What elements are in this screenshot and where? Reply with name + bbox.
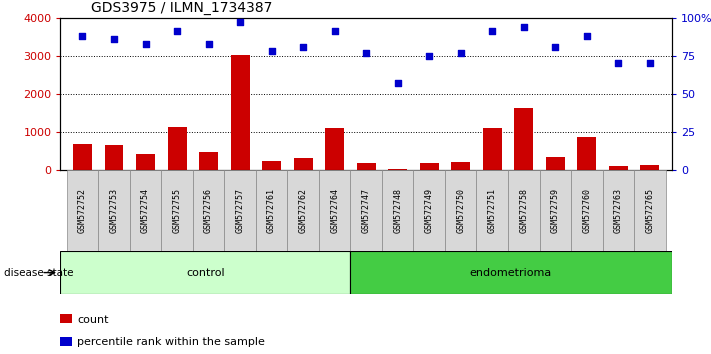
Text: percentile rank within the sample: percentile rank within the sample bbox=[77, 337, 265, 347]
Text: GSM572762: GSM572762 bbox=[299, 188, 308, 233]
Bar bbox=[508, 170, 540, 251]
Bar bbox=[73, 144, 92, 170]
Text: GSM572760: GSM572760 bbox=[582, 188, 592, 233]
Point bbox=[424, 53, 435, 58]
Bar bbox=[130, 170, 161, 251]
Bar bbox=[60, 251, 350, 294]
Bar bbox=[351, 170, 382, 251]
Point bbox=[171, 29, 183, 34]
Bar bbox=[161, 170, 193, 251]
Text: GSM572764: GSM572764 bbox=[330, 188, 339, 233]
Bar bbox=[483, 128, 502, 170]
Point bbox=[550, 44, 561, 50]
Bar bbox=[357, 163, 375, 170]
Bar bbox=[546, 157, 565, 170]
Bar bbox=[136, 154, 155, 170]
Bar bbox=[382, 170, 413, 251]
Point bbox=[581, 33, 592, 39]
Bar bbox=[602, 170, 634, 251]
Bar bbox=[350, 251, 672, 294]
Bar bbox=[105, 145, 124, 170]
Bar bbox=[294, 158, 313, 170]
Point bbox=[486, 29, 498, 34]
Bar bbox=[325, 128, 344, 170]
Point bbox=[329, 29, 341, 34]
Text: control: control bbox=[186, 268, 225, 278]
Bar bbox=[571, 170, 602, 251]
Point bbox=[613, 61, 624, 66]
Text: GSM572748: GSM572748 bbox=[393, 188, 402, 233]
Text: GSM572747: GSM572747 bbox=[362, 188, 370, 233]
Text: GSM572749: GSM572749 bbox=[424, 188, 434, 233]
Bar bbox=[199, 152, 218, 170]
Bar bbox=[634, 170, 665, 251]
Bar bbox=[476, 170, 508, 251]
Point bbox=[266, 48, 277, 54]
Point bbox=[644, 61, 656, 66]
Bar bbox=[514, 108, 533, 170]
Point bbox=[360, 50, 372, 56]
Text: count: count bbox=[77, 315, 109, 325]
Text: GSM572765: GSM572765 bbox=[646, 188, 654, 233]
Point bbox=[518, 24, 530, 30]
Bar bbox=[419, 164, 439, 170]
Point bbox=[140, 41, 151, 46]
Bar bbox=[193, 170, 225, 251]
Text: GSM572763: GSM572763 bbox=[614, 188, 623, 233]
Text: GSM572752: GSM572752 bbox=[78, 188, 87, 233]
Text: GSM572759: GSM572759 bbox=[551, 188, 560, 233]
Bar bbox=[60, 337, 72, 346]
Point bbox=[235, 19, 246, 25]
Text: GSM572750: GSM572750 bbox=[456, 188, 465, 233]
Text: GSM572754: GSM572754 bbox=[141, 188, 150, 233]
Text: GSM572758: GSM572758 bbox=[519, 188, 528, 233]
Point bbox=[392, 80, 403, 86]
Bar bbox=[540, 170, 571, 251]
Bar bbox=[262, 161, 281, 170]
Text: GDS3975 / ILMN_1734387: GDS3975 / ILMN_1734387 bbox=[91, 1, 272, 15]
Bar bbox=[287, 170, 319, 251]
Bar bbox=[413, 170, 445, 251]
Point bbox=[108, 36, 119, 42]
Bar bbox=[225, 170, 256, 251]
Bar bbox=[451, 162, 470, 170]
Text: endometrioma: endometrioma bbox=[470, 268, 552, 278]
Text: GSM572755: GSM572755 bbox=[173, 188, 181, 233]
Bar bbox=[577, 137, 597, 170]
Text: disease state: disease state bbox=[4, 268, 73, 278]
Bar bbox=[168, 127, 186, 170]
Point bbox=[297, 44, 309, 50]
Bar bbox=[67, 170, 98, 251]
Text: GSM572753: GSM572753 bbox=[109, 188, 119, 233]
Bar bbox=[609, 166, 628, 170]
Bar bbox=[60, 314, 72, 323]
Text: GSM572751: GSM572751 bbox=[488, 188, 497, 233]
Bar bbox=[388, 169, 407, 170]
Text: GSM572757: GSM572757 bbox=[235, 188, 245, 233]
Text: GSM572756: GSM572756 bbox=[204, 188, 213, 233]
Bar bbox=[641, 165, 659, 170]
Bar bbox=[98, 170, 130, 251]
Bar bbox=[319, 170, 351, 251]
Text: GSM572761: GSM572761 bbox=[267, 188, 276, 233]
Bar bbox=[445, 170, 476, 251]
Point bbox=[455, 50, 466, 56]
Point bbox=[77, 33, 88, 39]
Bar bbox=[230, 55, 250, 170]
Point bbox=[203, 41, 214, 46]
Bar bbox=[256, 170, 287, 251]
